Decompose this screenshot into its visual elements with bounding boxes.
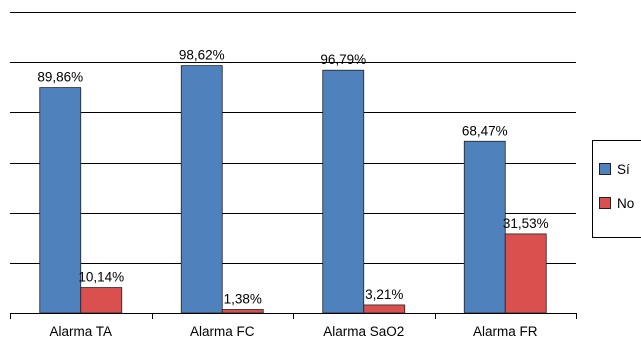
bar-no [221, 309, 264, 314]
legend-item-no: No [599, 195, 634, 211]
bars [39, 65, 547, 314]
data-label-si: 68,47% [462, 123, 508, 138]
data-label-no: 31,53% [503, 216, 549, 231]
data-label-si: 98,62% [179, 48, 225, 63]
data-labels: 89,86% 10,14% 98,62% 1,38% 96,79% 3,21% 68,47%… [37, 48, 548, 307]
data-label-si: 89,86% [37, 70, 83, 85]
bar-si [463, 140, 506, 314]
bar-no [363, 304, 406, 314]
bar-no [504, 233, 547, 314]
legend-swatch-si [599, 163, 611, 175]
legend-label-si: Sí [617, 161, 630, 177]
bar-si [39, 87, 82, 314]
category-label: Alarma FR [473, 324, 538, 339]
bar-si [180, 65, 223, 314]
category-label: Alarma SaO2 [323, 324, 404, 339]
bar-si [322, 69, 365, 314]
data-label-no: 3,21% [365, 287, 403, 302]
legend-item-si: Sí [599, 161, 630, 177]
category-labels: Alarma TA Alarma FC Alarma SaO2 Alarma FR [49, 324, 537, 339]
bar-no [80, 287, 123, 314]
category-label: Alarma TA [49, 324, 112, 339]
category-label: Alarma FC [190, 324, 255, 339]
legend: Sí No [592, 140, 641, 238]
data-label-no: 1,38% [224, 292, 262, 307]
data-label-no: 10,14% [78, 270, 124, 285]
data-label-si: 96,79% [320, 52, 366, 67]
x-axis [10, 313, 577, 319]
legend-label-no: No [617, 195, 635, 211]
legend-swatch-no [599, 197, 611, 209]
